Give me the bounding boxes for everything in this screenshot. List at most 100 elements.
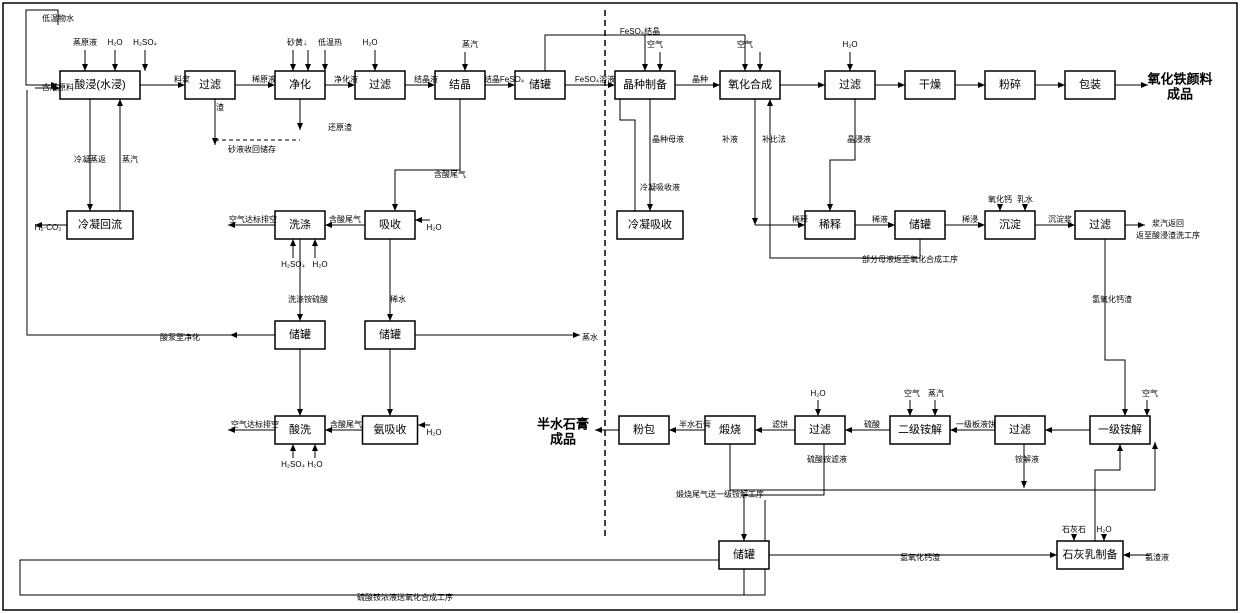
node-label-n31: 储罐 bbox=[733, 547, 755, 561]
small-label-49: 酸泵至净化 bbox=[160, 332, 200, 342]
small-label-3: H₂SO₄ bbox=[133, 38, 157, 47]
small-label-9: FeSO₄结晶 bbox=[620, 26, 660, 36]
small-label-70: 氢氧化钙渣 bbox=[900, 552, 940, 562]
small-label-10: 空气 bbox=[647, 39, 663, 49]
small-label-19: 晶种 bbox=[692, 74, 708, 84]
small-label-32: 晶种母液 bbox=[652, 134, 684, 144]
small-label-7: H₂O bbox=[362, 38, 377, 47]
small-label-45: 返至酸浸渣洗工序 bbox=[1136, 230, 1200, 240]
small-label-54: H₂O bbox=[307, 460, 322, 469]
small-label-59: 空气 bbox=[1142, 388, 1158, 398]
node-label-n23: 酸洗 bbox=[289, 422, 311, 436]
small-label-8: 蒸汽 bbox=[462, 39, 478, 49]
small-label-18: FeSO₄溶液 bbox=[575, 74, 615, 84]
node-label-n14: 洗涤 bbox=[289, 217, 311, 231]
small-label-68: 石灰石 bbox=[1062, 524, 1086, 534]
small-label-24: 蒸汽 bbox=[122, 154, 138, 164]
small-label-26: 空气达标排空 bbox=[229, 214, 277, 224]
node-label-n2: 过滤 bbox=[199, 78, 221, 91]
small-label-56: H₂O bbox=[810, 389, 825, 398]
small-label-15: 净化液 bbox=[334, 74, 358, 84]
small-label-2: H₂O bbox=[107, 38, 122, 47]
node-label-n32: 石灰乳制备 bbox=[1063, 547, 1118, 561]
node-label-n8: 氧化合成 bbox=[728, 77, 772, 91]
node-label-n7: 晶种制备 bbox=[623, 77, 667, 91]
small-label-61: 滤饼 bbox=[772, 419, 788, 429]
small-label-52: H₂O bbox=[426, 428, 441, 437]
small-label-71: 氨渣液 bbox=[1145, 552, 1169, 562]
small-label-57: 空气 bbox=[904, 388, 920, 398]
small-label-41: 部分母液返至氧化合成工序 bbox=[862, 254, 958, 264]
node-label-n6: 储罐 bbox=[529, 77, 551, 91]
small-label-21: 还原渣 bbox=[328, 122, 352, 132]
node-label-n20: 过滤 bbox=[1089, 218, 1111, 231]
node-label-n18: 储罐 bbox=[909, 217, 931, 231]
small-label-33: 补液 bbox=[722, 134, 738, 144]
small-label-0: 低温物水 bbox=[42, 13, 74, 23]
node-label-n19: 沉淀 bbox=[999, 217, 1021, 231]
product-label-0-b: 成品 bbox=[1167, 86, 1193, 101]
small-label-53: H₂SO₄ bbox=[281, 460, 305, 469]
node-label-n4: 过滤 bbox=[369, 78, 391, 91]
product-label-0: 氧化铁颜料 bbox=[1146, 71, 1212, 86]
node-label-n27: 过滤 bbox=[809, 423, 831, 436]
small-label-6: 低温热 bbox=[318, 37, 342, 47]
flowchart-canvas: 酸浸(水浸)过滤净化过滤结晶储罐晶种制备氧化合成过滤干燥粉碎包装冷凝回流洗涤吸收… bbox=[0, 0, 1240, 613]
small-label-20: 渣 bbox=[216, 102, 224, 112]
small-label-38: 稀液 bbox=[872, 214, 888, 224]
small-label-60: 半水石膏 bbox=[679, 419, 711, 429]
product-label-1-b: 成品 bbox=[550, 431, 576, 446]
small-label-14: 稀原液 bbox=[252, 74, 276, 84]
node-label-n22: 储罐 bbox=[379, 327, 401, 341]
small-label-66: 铵解液 bbox=[1015, 454, 1039, 464]
small-label-28: H₂O bbox=[426, 223, 441, 232]
small-label-16: 结晶液 bbox=[414, 74, 438, 84]
node-label-n10: 干燥 bbox=[919, 78, 941, 91]
small-label-40: 沉淀浆 bbox=[1048, 214, 1072, 224]
small-label-17: 结晶FeSO₄ bbox=[484, 74, 524, 84]
small-label-65: 硫酸铵滤液 bbox=[807, 454, 847, 464]
small-label-43: 乳水 bbox=[1017, 194, 1033, 204]
small-label-50: 空气达标排空 bbox=[231, 419, 279, 429]
small-label-51: 含酸尾气 bbox=[330, 419, 362, 429]
small-label-31: 含酸尾气 bbox=[434, 169, 466, 179]
node-label-n3: 净化 bbox=[289, 77, 311, 91]
node-label-n30: 一级铵解 bbox=[1098, 422, 1142, 436]
small-label-55: 蒸水 bbox=[582, 332, 598, 342]
node-label-n21: 储罐 bbox=[289, 327, 311, 341]
small-label-23: 冷凝蒸返 bbox=[74, 154, 106, 164]
node-label-n28: 二级铵解 bbox=[898, 422, 942, 436]
small-label-67: 煅烧尾气送一级铵解工序 bbox=[676, 489, 764, 499]
small-label-11: 空气 bbox=[737, 39, 753, 49]
small-label-13: 料浆 bbox=[174, 74, 190, 84]
node-label-n29: 过滤 bbox=[1009, 423, 1031, 436]
small-label-35: 晶浸液 bbox=[847, 134, 871, 144]
node-label-n25: 粉包 bbox=[633, 423, 655, 436]
small-label-39: 稀浸 bbox=[962, 214, 978, 224]
node-label-n12: 包装 bbox=[1079, 78, 1101, 91]
small-label-42: 氧化钙 bbox=[988, 194, 1012, 204]
small-label-62: 硫酸 bbox=[864, 419, 880, 429]
node-label-n15: 吸收 bbox=[379, 217, 401, 231]
small-label-58: 蒸汽 bbox=[928, 388, 944, 398]
small-label-44: 浆汽返回 bbox=[1152, 218, 1184, 228]
small-label-63: 一级板液饼 bbox=[956, 419, 996, 429]
small-label-22: 砂液收回储存 bbox=[228, 144, 276, 154]
node-label-n24: 氨吸收 bbox=[374, 422, 407, 436]
node-label-n17: 稀释 bbox=[819, 218, 841, 231]
product-label-1: 半水石膏 bbox=[537, 416, 589, 431]
small-label-27: 含酸尾气 bbox=[329, 214, 361, 224]
small-label-5: 砂黄↓ bbox=[287, 37, 307, 47]
small-labels: 低温物水蒸原液H₂OH₂SO₄含尾原料砂黄↓低温热H₂O蒸汽FeSO₄结晶空气空… bbox=[35, 13, 1200, 602]
small-label-1: 蒸原液 bbox=[73, 37, 97, 47]
small-label-47: 洗涤铵硫酸 bbox=[288, 294, 328, 304]
small-label-30: H₂O bbox=[312, 260, 327, 269]
small-label-46: 氢氧化钙渣 bbox=[1092, 294, 1132, 304]
small-label-73: 硫酸铵浓液送氧化合成工序 bbox=[357, 592, 453, 602]
node-label-n16: 冷凝吸收 bbox=[628, 217, 672, 231]
small-label-37: 稀释 bbox=[792, 214, 808, 224]
node-label-n26: 煅烧 bbox=[719, 422, 741, 436]
small-label-25: H₂·CO₂ bbox=[35, 223, 62, 232]
node-label-n5: 结晶 bbox=[449, 78, 471, 91]
small-label-34: 补比法 bbox=[762, 134, 786, 144]
